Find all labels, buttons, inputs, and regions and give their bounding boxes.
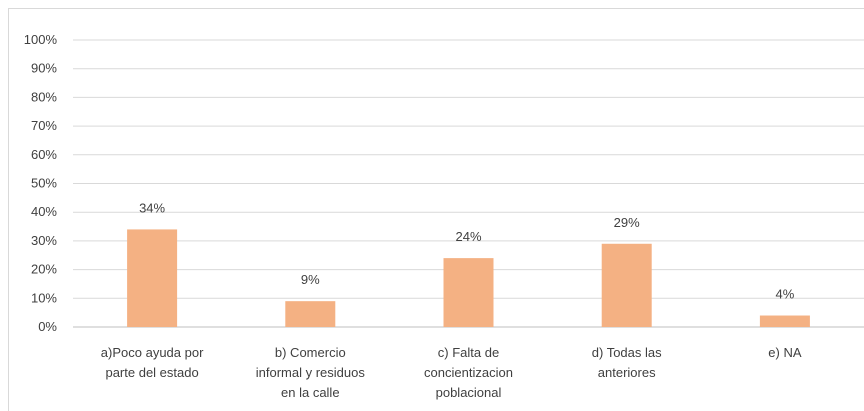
y-tick-label: 20% [31,262,57,277]
x-tick-label: b) Comercio informal y residuos en la call… [256,345,366,400]
bar [127,229,178,327]
data-label: 34% [139,200,165,215]
x-tick-label: d) Todas las anteriores [592,345,662,380]
y-tick-label: 10% [31,290,57,305]
data-label: 24% [455,229,481,244]
bar [443,258,494,327]
chart-area [8,8,864,411]
y-tick-label: 90% [31,61,57,76]
data-label: 29% [614,215,640,230]
y-tick-label: 0% [38,319,57,334]
y-tick-label: 100% [24,32,58,47]
bar [601,243,652,327]
y-tick-label: 70% [31,118,57,133]
y-tick-label: 60% [31,147,57,162]
y-tick-label: 30% [31,233,57,248]
data-label: 4% [776,287,795,302]
y-tick-label: 40% [31,204,57,219]
data-label: 9% [301,272,320,287]
x-tick-label: c) Falta de concientizacion poblacional [424,345,513,400]
bar [759,315,810,327]
bar [285,301,336,327]
y-tick-label: 50% [31,176,57,191]
x-tick-label: e) NA [768,345,802,360]
x-tick-label: a)Poco ayuda por parte del estado [101,345,204,380]
y-tick-label: 80% [31,89,57,104]
